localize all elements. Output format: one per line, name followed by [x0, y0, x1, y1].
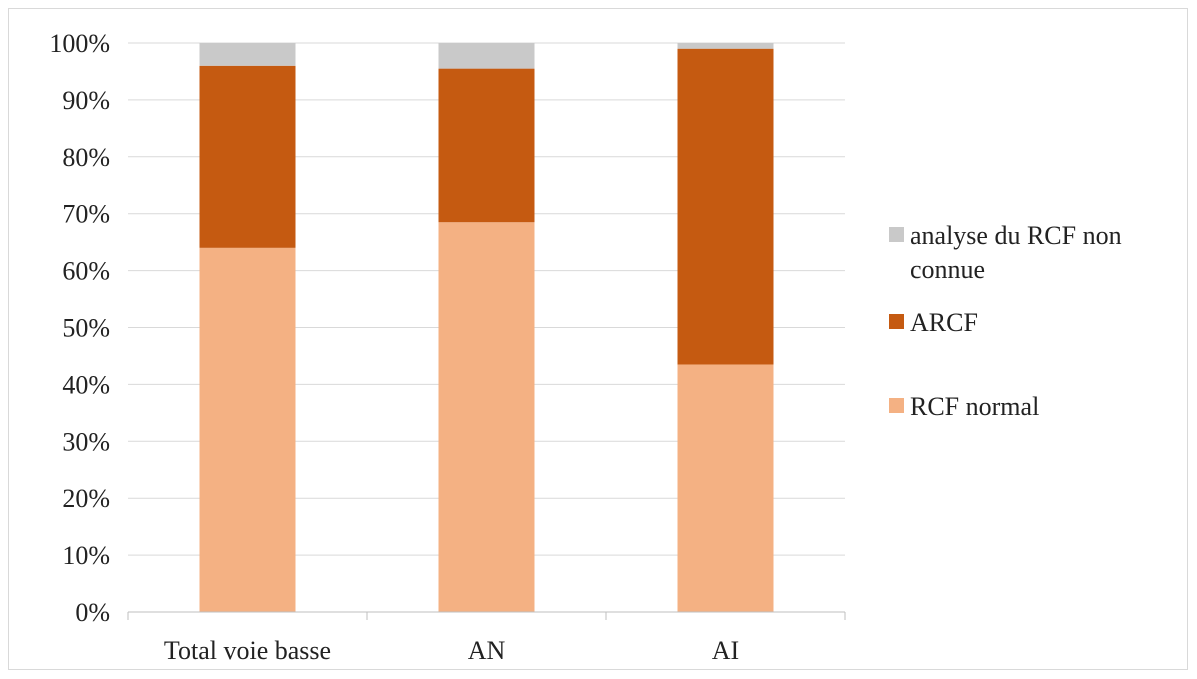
y-tick-label: 90% [62, 86, 110, 115]
bar-segment [438, 68, 535, 223]
x-tick-label: AI [712, 636, 739, 665]
bar-segment [199, 247, 296, 612]
legend-label: analyse du RCF non [910, 221, 1122, 250]
bar-segment [438, 222, 535, 613]
y-tick-label: 0% [75, 598, 110, 627]
legend: analyse du RCF non connue ARCF RCF normal [889, 221, 1122, 421]
legend-swatch [889, 314, 904, 329]
bar-segment [677, 48, 774, 365]
x-axis-ticks: Total voie basse AN AI [164, 636, 739, 665]
y-tick-label: 50% [62, 314, 110, 343]
y-tick-label: 100% [49, 29, 110, 58]
y-tick-label: 40% [62, 370, 110, 399]
bar-segment [199, 65, 296, 248]
legend-label: connue [910, 255, 985, 284]
x-tick-label: Total voie basse [164, 636, 331, 665]
y-tick-label: 10% [62, 541, 110, 570]
y-tick-label: 60% [62, 257, 110, 286]
legend-swatch [889, 398, 904, 413]
bar-segment [438, 43, 535, 69]
y-tick-label: 70% [62, 200, 110, 229]
bar-segment [677, 364, 774, 612]
legend-label: RCF normal [910, 392, 1039, 421]
y-tick-label: 20% [62, 484, 110, 513]
axes [127, 611, 846, 620]
y-axis-ticks: 0% 10% 20% 30% 40% 50% 60% 70% 80% 90% 100% [49, 29, 110, 627]
x-tick-label: AN [468, 636, 506, 665]
y-tick-label: 80% [62, 143, 110, 172]
bars [199, 43, 774, 613]
legend-swatch [889, 227, 904, 242]
bar-segment [199, 43, 296, 66]
legend-label: ARCF [910, 308, 978, 337]
y-tick-label: 30% [62, 427, 110, 456]
bar-segment [677, 43, 774, 49]
